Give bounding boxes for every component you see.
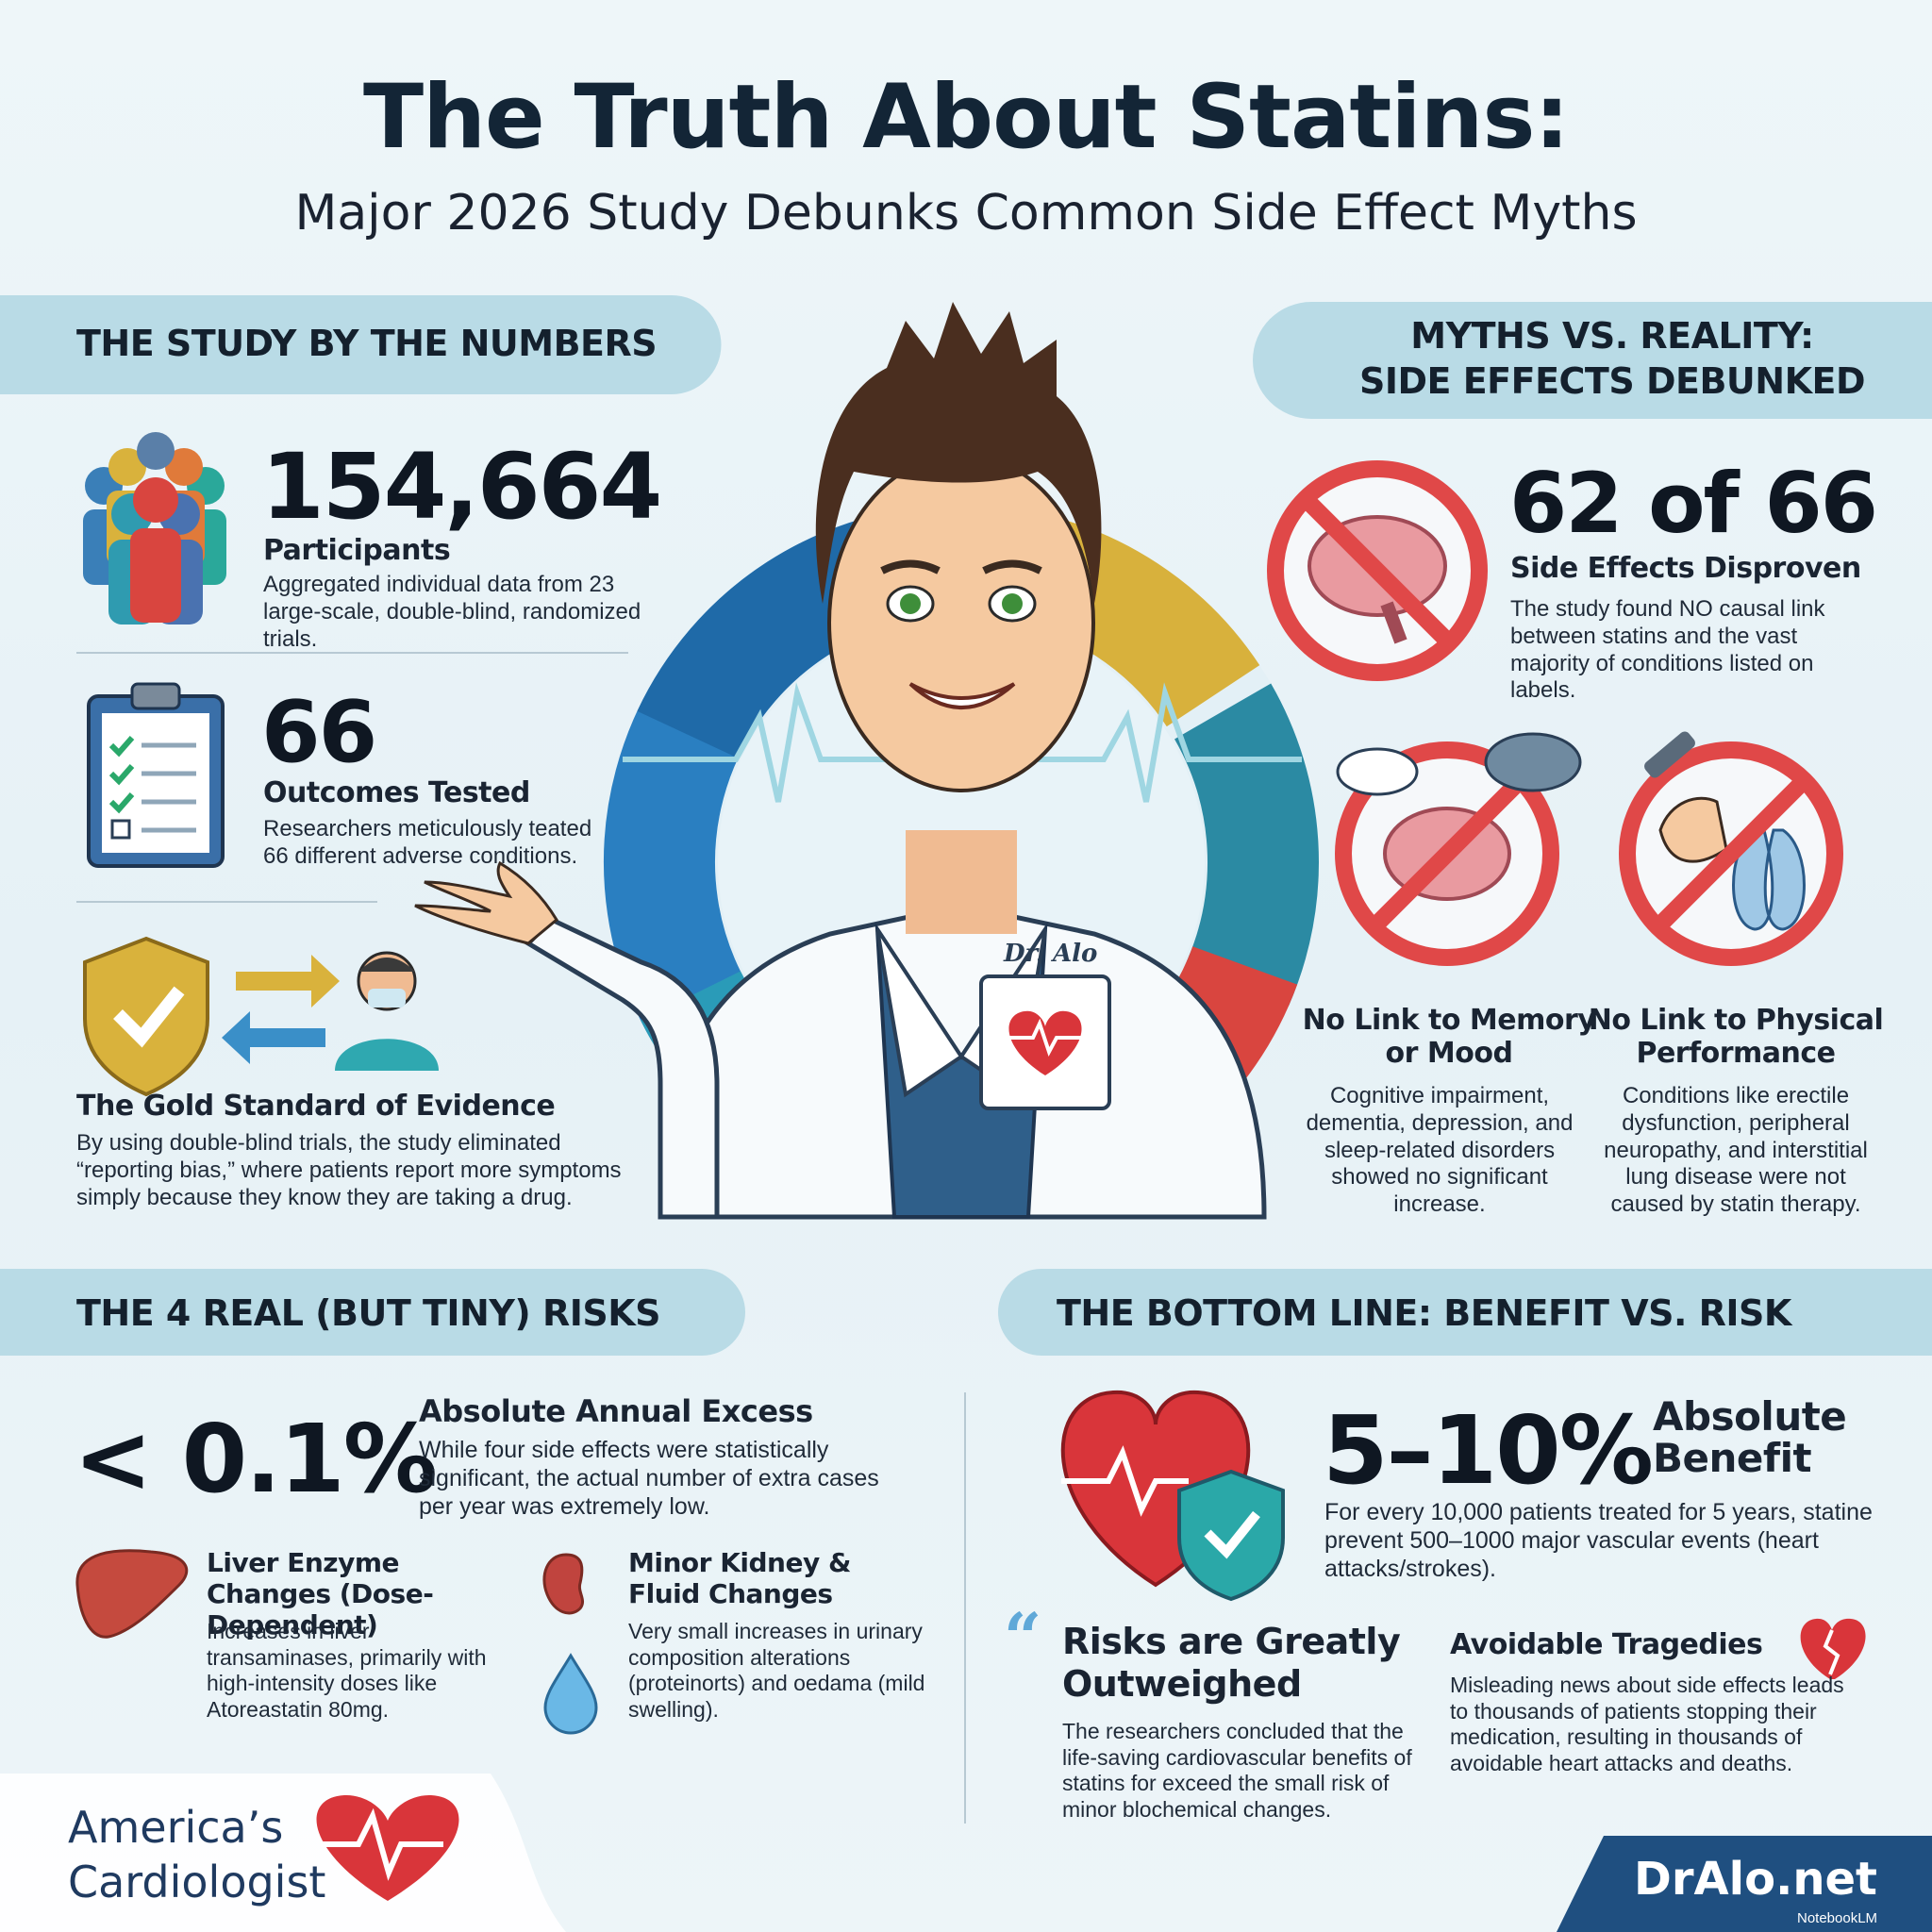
stat-label: No Link to Memory or Mood	[1302, 1004, 1596, 1071]
clipboard-icon	[87, 682, 225, 868]
stat-label: Liver Enzyme Changes (Dose-Dependent)	[207, 1547, 434, 1641]
stat-label: Absolute Benefit	[1653, 1393, 1847, 1482]
stat-description: For every 10,000 patients treated for 5 …	[1324, 1499, 1873, 1582]
stat-label: Avoidable Tragedies	[1450, 1628, 1763, 1661]
footer-panel	[1557, 1836, 1932, 1932]
stat-description: Cognitive impairment, dementia, depressi…	[1306, 1083, 1574, 1218]
liver-icon	[75, 1549, 189, 1639]
doctor-badge: Dr. Alo	[1004, 940, 1098, 968]
stat-label: No Link to Physical Performance	[1588, 1004, 1884, 1071]
brand-name: America’s	[68, 1802, 284, 1853]
section-band	[998, 1269, 1932, 1356]
stat-label: Outcomes Tested	[263, 776, 530, 809]
kidney-icon	[542, 1553, 585, 1615]
stat-description: Misleading news about side effects leads…	[1450, 1673, 1844, 1775]
stat-description: Increases in liver transaminases, primar…	[207, 1619, 487, 1722]
stat-figure: < 0.1%	[74, 1404, 438, 1514]
section-heading: MYTHS VS. REALITY:	[1410, 315, 1814, 357]
heart-shield-icon	[1060, 1390, 1285, 1602]
brain-sign	[1267, 460, 1488, 681]
stat-label: Risks are Greatly Outweighed	[1062, 1621, 1401, 1705]
stat-label: The Gold Standard of Evidence	[76, 1090, 556, 1123]
broken-heart-crack	[1823, 1629, 1840, 1675]
stat-description: Researchers meticulously teated 66 diffe…	[263, 816, 592, 869]
stat-label: Side Effects Disproven	[1510, 552, 1861, 585]
stat-description: Conditions like erectile dysfunction, pe…	[1604, 1083, 1868, 1218]
section-band	[0, 295, 722, 394]
stat-figure: 66	[261, 683, 377, 782]
broken-heart-icon	[1800, 1618, 1866, 1679]
section-heading: SIDE EFFECTS DEBUNKED	[1358, 360, 1866, 402]
credit: NotebookLM	[1797, 1910, 1878, 1926]
brand-heart-pulse	[321, 1807, 443, 1881]
stat-description: By using double-blind trials, the study …	[76, 1130, 622, 1210]
section-heading: THE BOTTOM LINE: BENEFIT VS. RISK	[1057, 1292, 1791, 1334]
site-url: DrAlo.net	[1634, 1853, 1877, 1906]
stat-description: The researchers concluded that the life-…	[1062, 1719, 1412, 1822]
title: The Truth About Statins:	[362, 66, 1570, 169]
people-icon	[83, 432, 226, 625]
section-heading: THE STUDY BY THE NUMBERS	[76, 323, 658, 364]
memory-sign	[1335, 732, 1582, 966]
stat-label: Absolute Annual Excess	[419, 1393, 813, 1429]
stat-description: The study found NO causal link between s…	[1510, 596, 1825, 704]
stat-description: Very small increases in urinary composit…	[628, 1619, 925, 1722]
doctor	[414, 302, 1267, 1220]
section-band	[0, 1269, 745, 1356]
stat-label: Participants	[263, 534, 451, 567]
stat-figure: 62 of 66	[1509, 455, 1878, 552]
brand-name: Cardiologist	[68, 1857, 326, 1907]
subtitle: Major 2026 Study Debunks Common Side Eff…	[294, 185, 1638, 242]
stat-description: Aggregated individual data from 23 large…	[263, 572, 641, 652]
brand-heart	[316, 1794, 459, 1901]
physical-sign	[1619, 731, 1843, 966]
ring-segment	[604, 505, 1319, 1221]
quote-mark: “	[1004, 1598, 1041, 1676]
section-band	[1253, 302, 1932, 419]
stat-label: Minor Kidney & Fluid Changes	[628, 1547, 851, 1610]
stat-description: While four side effects were statistical…	[419, 1437, 879, 1520]
stat-figure: 5–10%	[1323, 1395, 1654, 1506]
drop-icon	[543, 1653, 598, 1735]
ring-segment	[604, 505, 1319, 1220]
section-heading: THE 4 REAL (BUT TINY) RISKS	[76, 1292, 661, 1334]
evidence-icons	[83, 936, 439, 1097]
stat-figure: 154,664	[261, 434, 662, 540]
ring-segment	[604, 505, 1319, 1220]
